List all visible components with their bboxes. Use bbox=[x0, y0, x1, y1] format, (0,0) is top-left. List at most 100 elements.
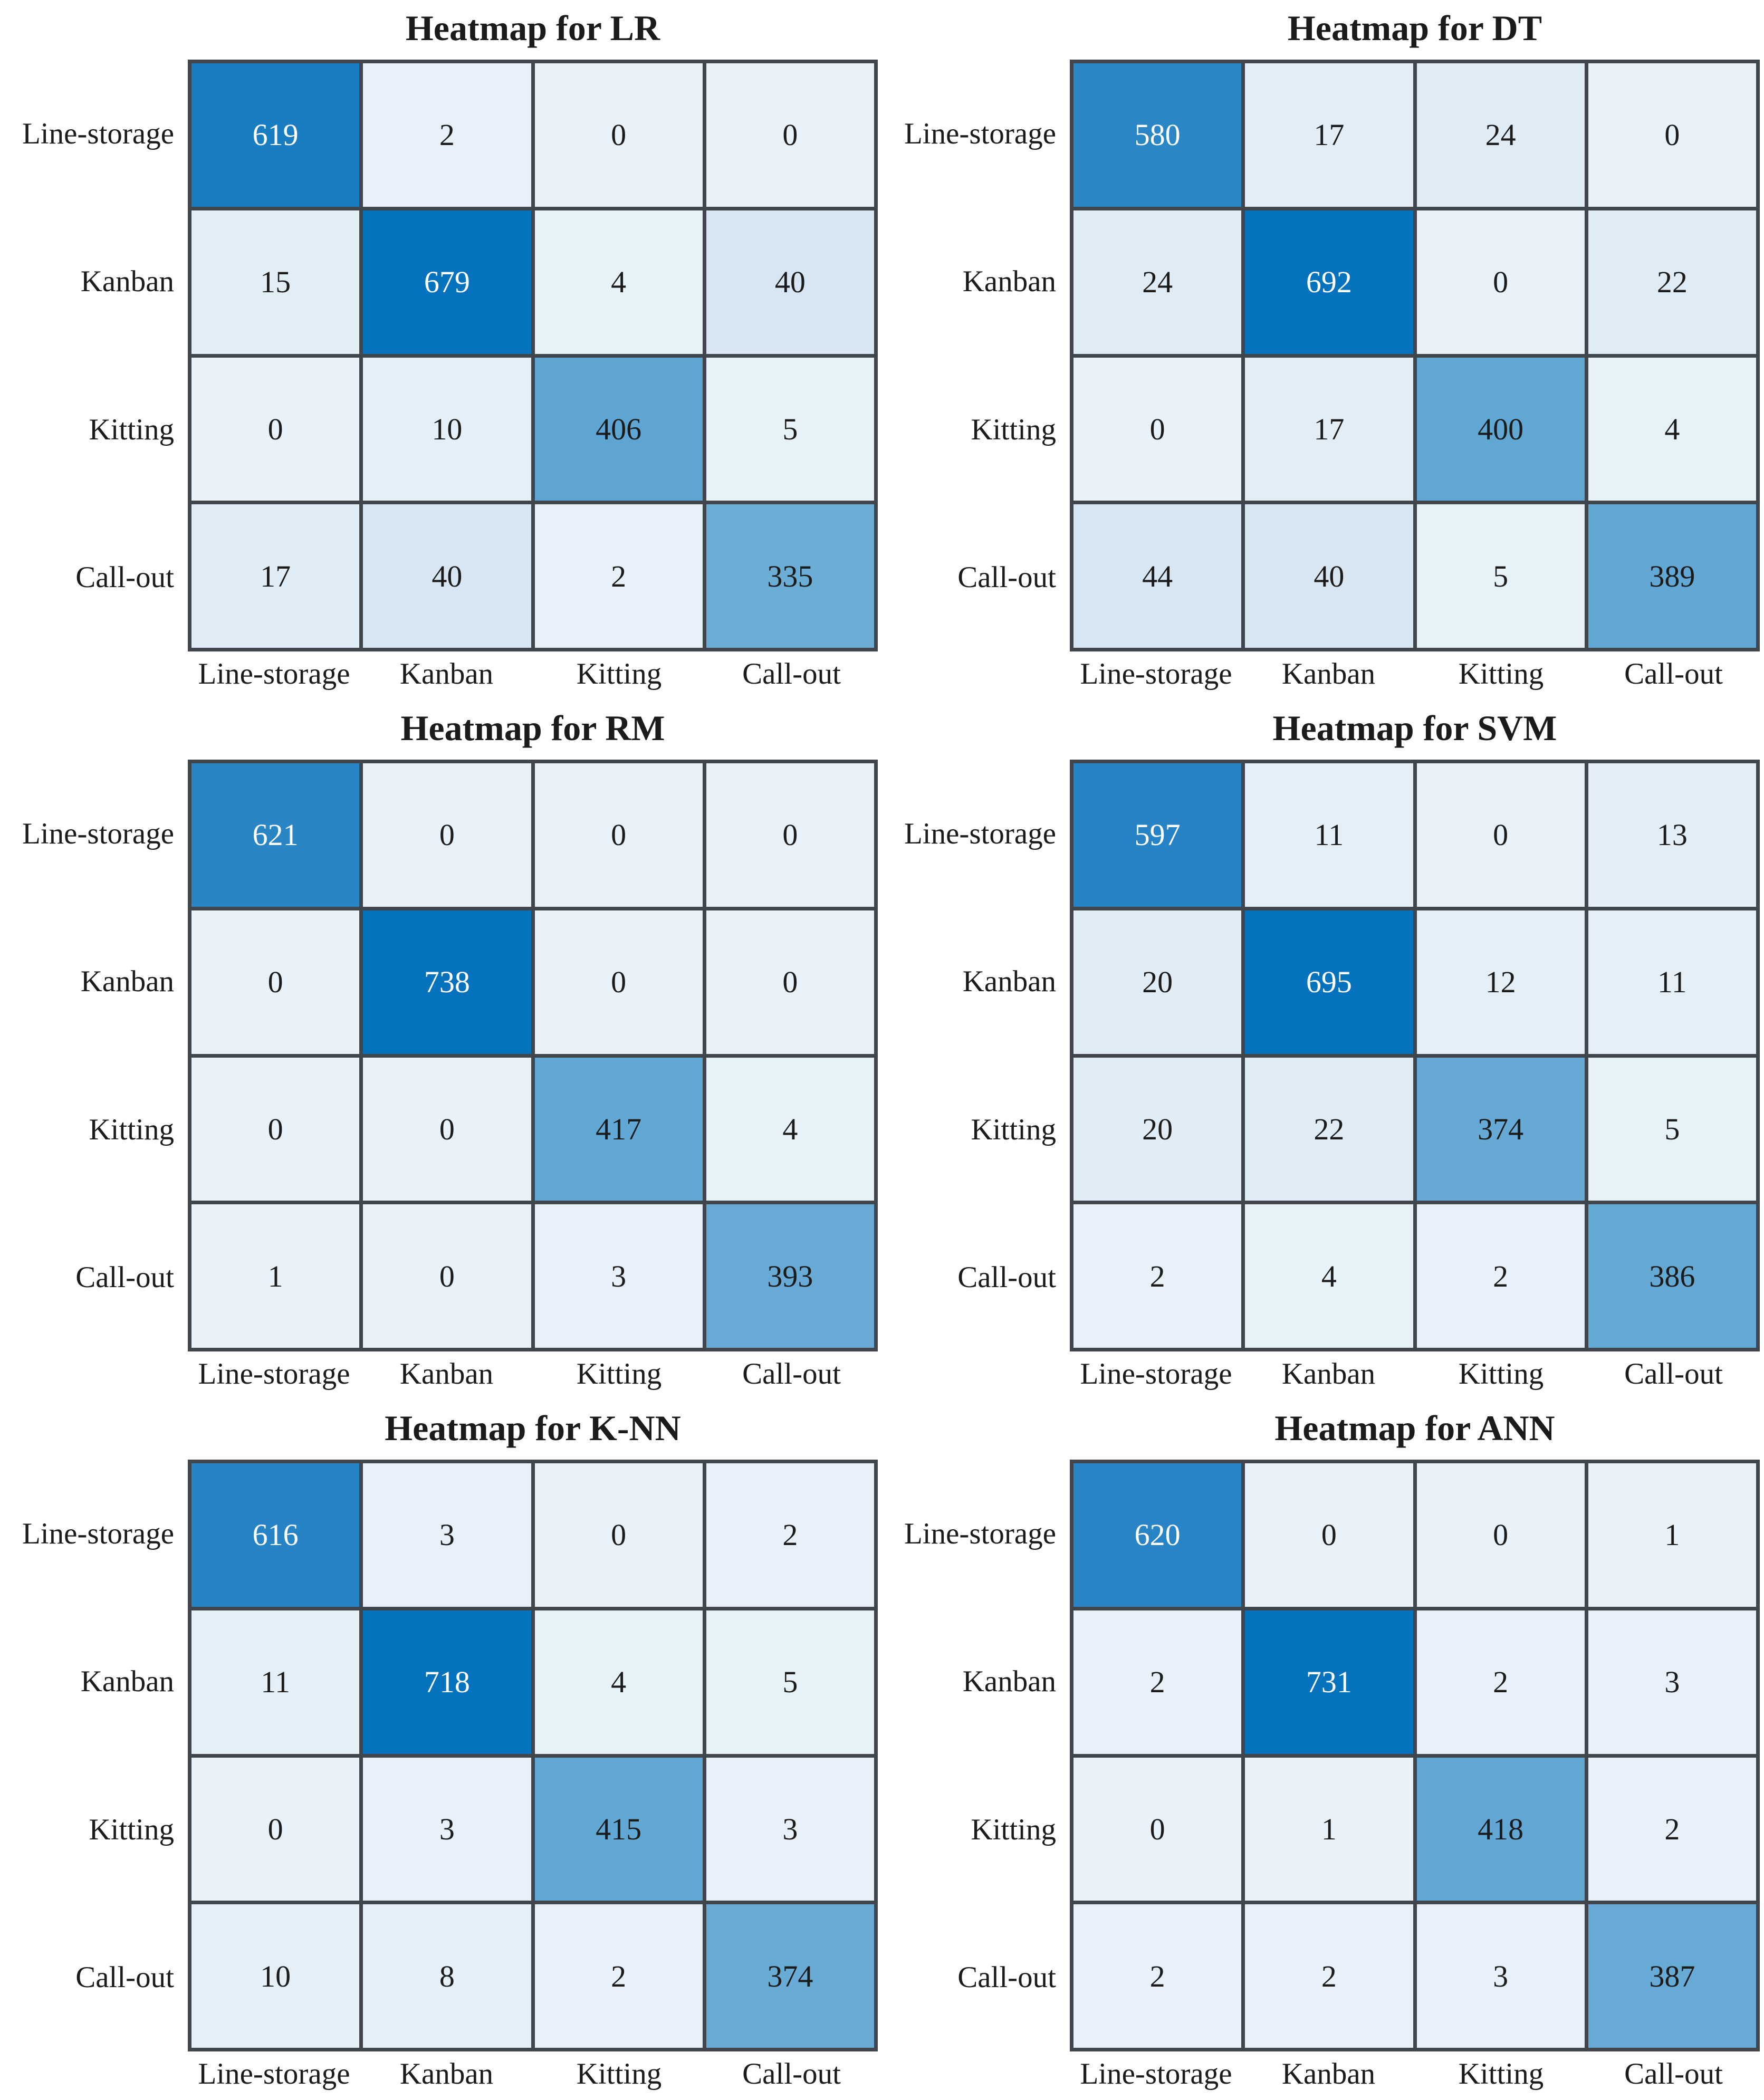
chart-title: Heatmap for ANN bbox=[1274, 1408, 1555, 1448]
heatmap-cell: 3 bbox=[706, 1757, 874, 1901]
x-tick-label: Kanban bbox=[1281, 657, 1376, 691]
heatmap-cell: 619 bbox=[191, 63, 360, 207]
heatmap-grid: 619 2 0 0 15 679 4 40 0 10 406 5 17 40 2 335 bbox=[188, 60, 878, 651]
chart-title: Heatmap for RM bbox=[400, 708, 665, 748]
chart-title: Heatmap for K-NN bbox=[385, 1408, 681, 1448]
y-tick-label: Call-out bbox=[957, 1961, 1056, 1994]
heatmap-cell: 718 bbox=[363, 1610, 531, 1754]
heatmap-panel: Heatmap for DT 580 17 24 0 24 692 0 22 0 17 400 4 44 4… bbox=[882, 0, 1764, 700]
heatmap-cell: 5 bbox=[1588, 1057, 1756, 1201]
heatmap-cell: 417 bbox=[534, 1057, 703, 1201]
chart-title: Heatmap for LR bbox=[405, 8, 660, 48]
y-tick-label: Kanban bbox=[80, 965, 174, 999]
heatmap-cell: 4 bbox=[534, 210, 703, 354]
y-tick-label: Line-storage bbox=[904, 1517, 1056, 1550]
y-tick-label: Line-storage bbox=[22, 1517, 174, 1550]
heatmap-cell: 0 bbox=[1073, 1757, 1242, 1901]
heatmap-cell: 40 bbox=[706, 210, 874, 354]
heatmap-cell: 2 bbox=[1073, 1204, 1242, 1348]
heatmap-cell: 0 bbox=[363, 1057, 531, 1201]
heatmap-cell: 2 bbox=[1416, 1610, 1585, 1754]
heatmap-cell: 418 bbox=[1416, 1757, 1585, 1901]
heatmap-cell: 2 bbox=[1588, 1757, 1756, 1901]
heatmap-cell: 44 bbox=[1073, 504, 1242, 648]
heatmap-cell: 22 bbox=[1588, 210, 1756, 354]
heatmap-grid: 597 11 0 13 20 695 12 11 20 22 374 5 2 4 2 386 bbox=[1070, 760, 1760, 1351]
heatmap-cell: 1 bbox=[191, 1204, 360, 1348]
heatmap-cell: 2 bbox=[1073, 1904, 1242, 2048]
heatmap-panel: Heatmap for ANN 620 0 0 1 2 731 2 3 0 1 418 2 2 2 3 387 L… bbox=[882, 1400, 1764, 2100]
heatmap-cell: 5 bbox=[1416, 504, 1585, 648]
heatmap-cell: 0 bbox=[191, 1757, 360, 1901]
heatmap-cell: 620 bbox=[1073, 1463, 1242, 1607]
heatmap-cell: 11 bbox=[191, 1610, 360, 1754]
heatmap-cell: 597 bbox=[1073, 763, 1242, 907]
y-axis-tick-labels: Line-storage Kanban Kitting Call-out bbox=[0, 760, 180, 1351]
heatmap-cell: 4 bbox=[706, 1057, 874, 1201]
heatmap-cell: 374 bbox=[706, 1904, 874, 2048]
heatmap-cell: 0 bbox=[1073, 357, 1242, 501]
heatmap-cell: 3 bbox=[363, 1757, 531, 1901]
chart-title: Heatmap for DT bbox=[1287, 8, 1542, 48]
y-tick-label: Kitting bbox=[971, 1113, 1056, 1146]
heatmap-cell: 20 bbox=[1073, 910, 1242, 1054]
heatmap-cell: 0 bbox=[534, 763, 703, 907]
heatmap-cell: 0 bbox=[363, 763, 531, 907]
x-axis-tick-labels: Line-storage Kanban Kitting Call-out bbox=[1070, 2055, 1760, 2093]
heatmap-cell: 0 bbox=[534, 910, 703, 1054]
x-axis-tick-labels: Line-storage Kanban Kitting Call-out bbox=[1070, 655, 1760, 693]
y-tick-label: Kitting bbox=[89, 1113, 174, 1146]
x-tick-label: Line-storage bbox=[198, 657, 350, 691]
heatmap-cell: 17 bbox=[1245, 63, 1413, 207]
y-tick-label: Line-storage bbox=[904, 817, 1056, 850]
x-tick-label: Kanban bbox=[399, 657, 494, 691]
y-tick-label: Call-out bbox=[957, 1261, 1056, 1294]
heatmap-cell: 11 bbox=[1245, 763, 1413, 907]
heatmap-cell: 738 bbox=[363, 910, 531, 1054]
y-tick-label: Kitting bbox=[89, 413, 174, 446]
heatmap-cell: 0 bbox=[191, 357, 360, 501]
y-axis-tick-labels: Line-storage Kanban Kitting Call-out bbox=[0, 60, 180, 651]
x-tick-label: Kitting bbox=[1458, 1357, 1544, 1391]
x-tick-label: Kitting bbox=[576, 657, 662, 691]
heatmap-cell: 0 bbox=[191, 910, 360, 1054]
heatmap-cell: 40 bbox=[363, 504, 531, 648]
heatmap-cell: 2 bbox=[534, 504, 703, 648]
heatmap-cell: 8 bbox=[363, 1904, 531, 2048]
heatmap-cell: 0 bbox=[534, 1463, 703, 1607]
x-tick-label: Line-storage bbox=[198, 2057, 350, 2091]
y-tick-label: Kanban bbox=[962, 1665, 1056, 1699]
heatmap-cell: 400 bbox=[1416, 357, 1585, 501]
heatmap-cell: 580 bbox=[1073, 63, 1242, 207]
heatmap-cell: 0 bbox=[706, 910, 874, 1054]
heatmap-cell: 2 bbox=[706, 1463, 874, 1607]
y-tick-label: Call-out bbox=[75, 1961, 174, 1994]
x-tick-label: Kanban bbox=[1281, 2057, 1376, 2091]
x-tick-label: Kitting bbox=[576, 2057, 662, 2091]
heatmap-cell: 22 bbox=[1245, 1057, 1413, 1201]
x-axis-tick-labels: Line-storage Kanban Kitting Call-out bbox=[188, 655, 878, 693]
heatmap-grid: 616 3 0 2 11 718 4 5 0 3 415 3 10 8 2 374 bbox=[188, 1460, 878, 2051]
heatmap-cell: 695 bbox=[1245, 910, 1413, 1054]
heatmap-cell: 2 bbox=[1416, 1204, 1585, 1348]
heatmap-cell: 621 bbox=[191, 763, 360, 907]
heatmap-cell: 374 bbox=[1416, 1057, 1585, 1201]
x-tick-label: Line-storage bbox=[1080, 657, 1232, 691]
heatmap-cell: 12 bbox=[1416, 910, 1585, 1054]
y-axis-tick-labels: Line-storage Kanban Kitting Call-out bbox=[882, 1460, 1062, 2051]
heatmap-cell: 387 bbox=[1588, 1904, 1756, 2048]
x-tick-label: Kitting bbox=[1458, 2057, 1544, 2091]
heatmap-cell: 0 bbox=[534, 63, 703, 207]
heatmap-cell: 40 bbox=[1245, 504, 1413, 648]
y-tick-label: Kitting bbox=[89, 1813, 174, 1846]
y-tick-label: Kanban bbox=[962, 265, 1056, 299]
heatmap-cell: 3 bbox=[534, 1204, 703, 1348]
heatmap-panel: Heatmap for SVM 597 11 0 13 20 695 12 11 20 22 374 5… bbox=[882, 700, 1764, 1400]
y-axis-tick-labels: Line-storage Kanban Kitting Call-out bbox=[0, 1460, 180, 2051]
x-tick-label: Line-storage bbox=[1080, 2057, 1232, 2091]
heatmap-cell: 24 bbox=[1073, 210, 1242, 354]
heatmap-cell: 692 bbox=[1245, 210, 1413, 354]
heatmap-cell: 3 bbox=[363, 1463, 531, 1607]
y-tick-label: Line-storage bbox=[22, 117, 174, 150]
